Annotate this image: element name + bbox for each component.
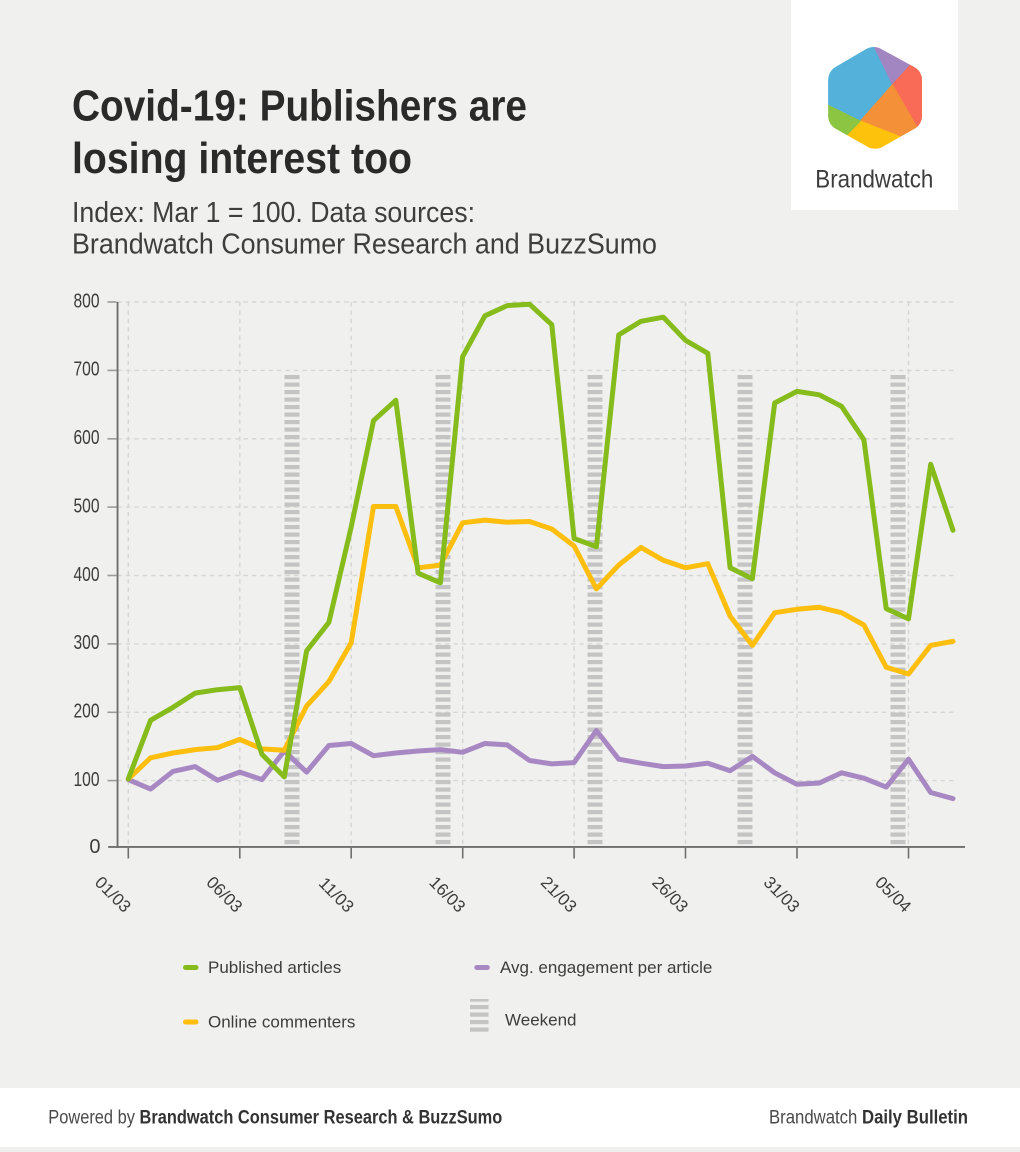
svg-text:Covid-19: Publishers are: Covid-19: Publishers are	[72, 82, 527, 131]
svg-text:Index: Mar 1 = 100. Data sourc: Index: Mar 1 = 100. Data sources:	[72, 197, 475, 229]
svg-text:Online commenters: Online commenters	[208, 1013, 355, 1032]
svg-text:Brandwatch Consumer Research a: Brandwatch Consumer Research and BuzzSum…	[72, 229, 657, 261]
svg-text:Avg. engagement per article: Avg. engagement per article	[500, 958, 712, 977]
svg-text:100: 100	[74, 769, 100, 791]
svg-text:200: 200	[74, 701, 100, 723]
svg-text:Powered by Brandwatch Consumer: Powered by Brandwatch Consumer Research …	[48, 1107, 502, 1128]
svg-text:400: 400	[74, 564, 100, 586]
svg-text:Brandwatch: Brandwatch	[815, 165, 933, 193]
svg-text:500: 500	[74, 495, 100, 517]
svg-text:600: 600	[74, 427, 100, 449]
svg-text:0: 0	[89, 836, 100, 858]
svg-text:700: 700	[74, 359, 100, 381]
svg-text:Weekend: Weekend	[505, 1011, 577, 1030]
svg-text:Brandwatch Daily Bulletin: Brandwatch Daily Bulletin	[769, 1107, 968, 1128]
svg-text:losing interest too: losing interest too	[72, 134, 412, 183]
svg-text:Published articles: Published articles	[208, 958, 341, 977]
svg-text:300: 300	[74, 632, 100, 654]
svg-text:800: 800	[74, 290, 100, 312]
